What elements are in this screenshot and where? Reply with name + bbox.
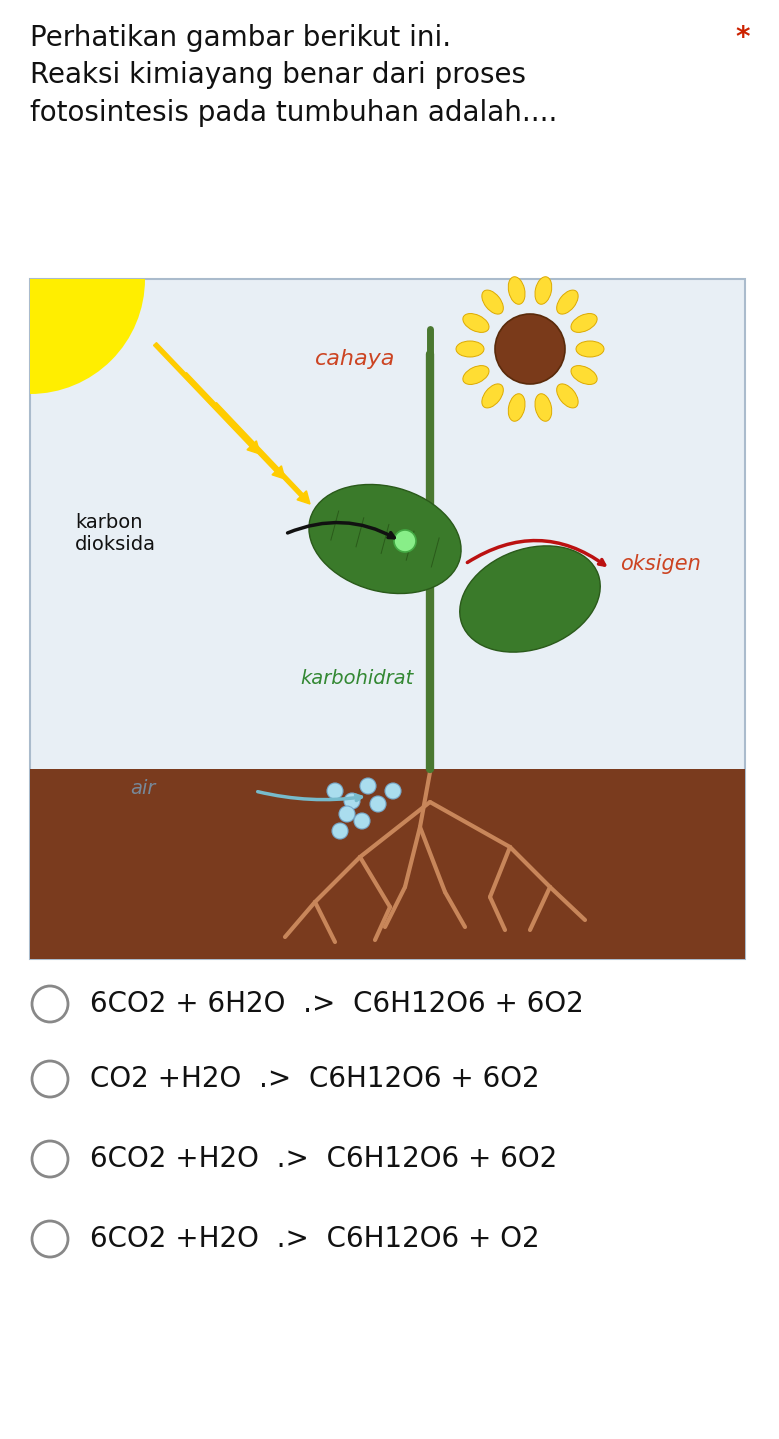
Wedge shape [30,279,145,394]
Text: karbohidrat: karbohidrat [300,669,413,688]
Ellipse shape [576,341,604,357]
Ellipse shape [571,314,597,332]
FancyBboxPatch shape [30,768,745,958]
Circle shape [385,783,401,799]
Circle shape [344,793,360,809]
FancyArrow shape [153,342,260,453]
Ellipse shape [463,314,489,332]
Circle shape [394,530,416,553]
Ellipse shape [463,366,489,384]
Ellipse shape [557,384,578,407]
Text: air: air [130,780,155,799]
Ellipse shape [571,366,597,384]
Ellipse shape [508,276,525,304]
Circle shape [32,1141,68,1177]
Ellipse shape [482,384,503,407]
Text: 6CO2 +H2O  .>  C6H12O6 + O2: 6CO2 +H2O .> C6H12O6 + O2 [90,1225,540,1253]
Ellipse shape [460,545,601,652]
Text: Reaksi kimiayang benar dari proses: Reaksi kimiayang benar dari proses [30,60,526,89]
Ellipse shape [482,291,503,314]
Ellipse shape [508,394,525,422]
Circle shape [32,1061,68,1097]
Text: oksigen: oksigen [620,554,701,574]
Text: 6CO2 +H2O  .>  C6H12O6 + 6O2: 6CO2 +H2O .> C6H12O6 + 6O2 [90,1145,557,1173]
Text: karbon
dioksida: karbon dioksida [75,514,156,554]
FancyArrow shape [213,403,310,504]
Ellipse shape [557,291,578,314]
Circle shape [354,813,370,829]
Text: Perhatikan gambar berikut ini.: Perhatikan gambar berikut ini. [30,24,451,52]
Circle shape [339,806,355,822]
Text: fotosintesis pada tumbuhan adalah....: fotosintesis pada tumbuhan adalah.... [30,99,558,127]
Ellipse shape [535,394,552,422]
Circle shape [495,314,565,384]
Text: cahaya: cahaya [315,350,396,368]
FancyArrow shape [184,373,285,479]
Circle shape [327,783,343,799]
Text: 6CO2 + 6H2O  .>  C6H12O6 + 6O2: 6CO2 + 6H2O .> C6H12O6 + 6O2 [90,990,583,1017]
Text: *: * [735,24,750,52]
Circle shape [360,778,376,794]
Circle shape [370,796,386,812]
FancyBboxPatch shape [30,279,745,958]
Ellipse shape [309,485,461,593]
Text: CO2 +H2O  .>  C6H12O6 + 6O2: CO2 +H2O .> C6H12O6 + 6O2 [90,1065,540,1094]
Circle shape [32,1222,68,1258]
Circle shape [32,986,68,1022]
Circle shape [332,823,348,839]
Ellipse shape [535,276,552,304]
Ellipse shape [456,341,484,357]
